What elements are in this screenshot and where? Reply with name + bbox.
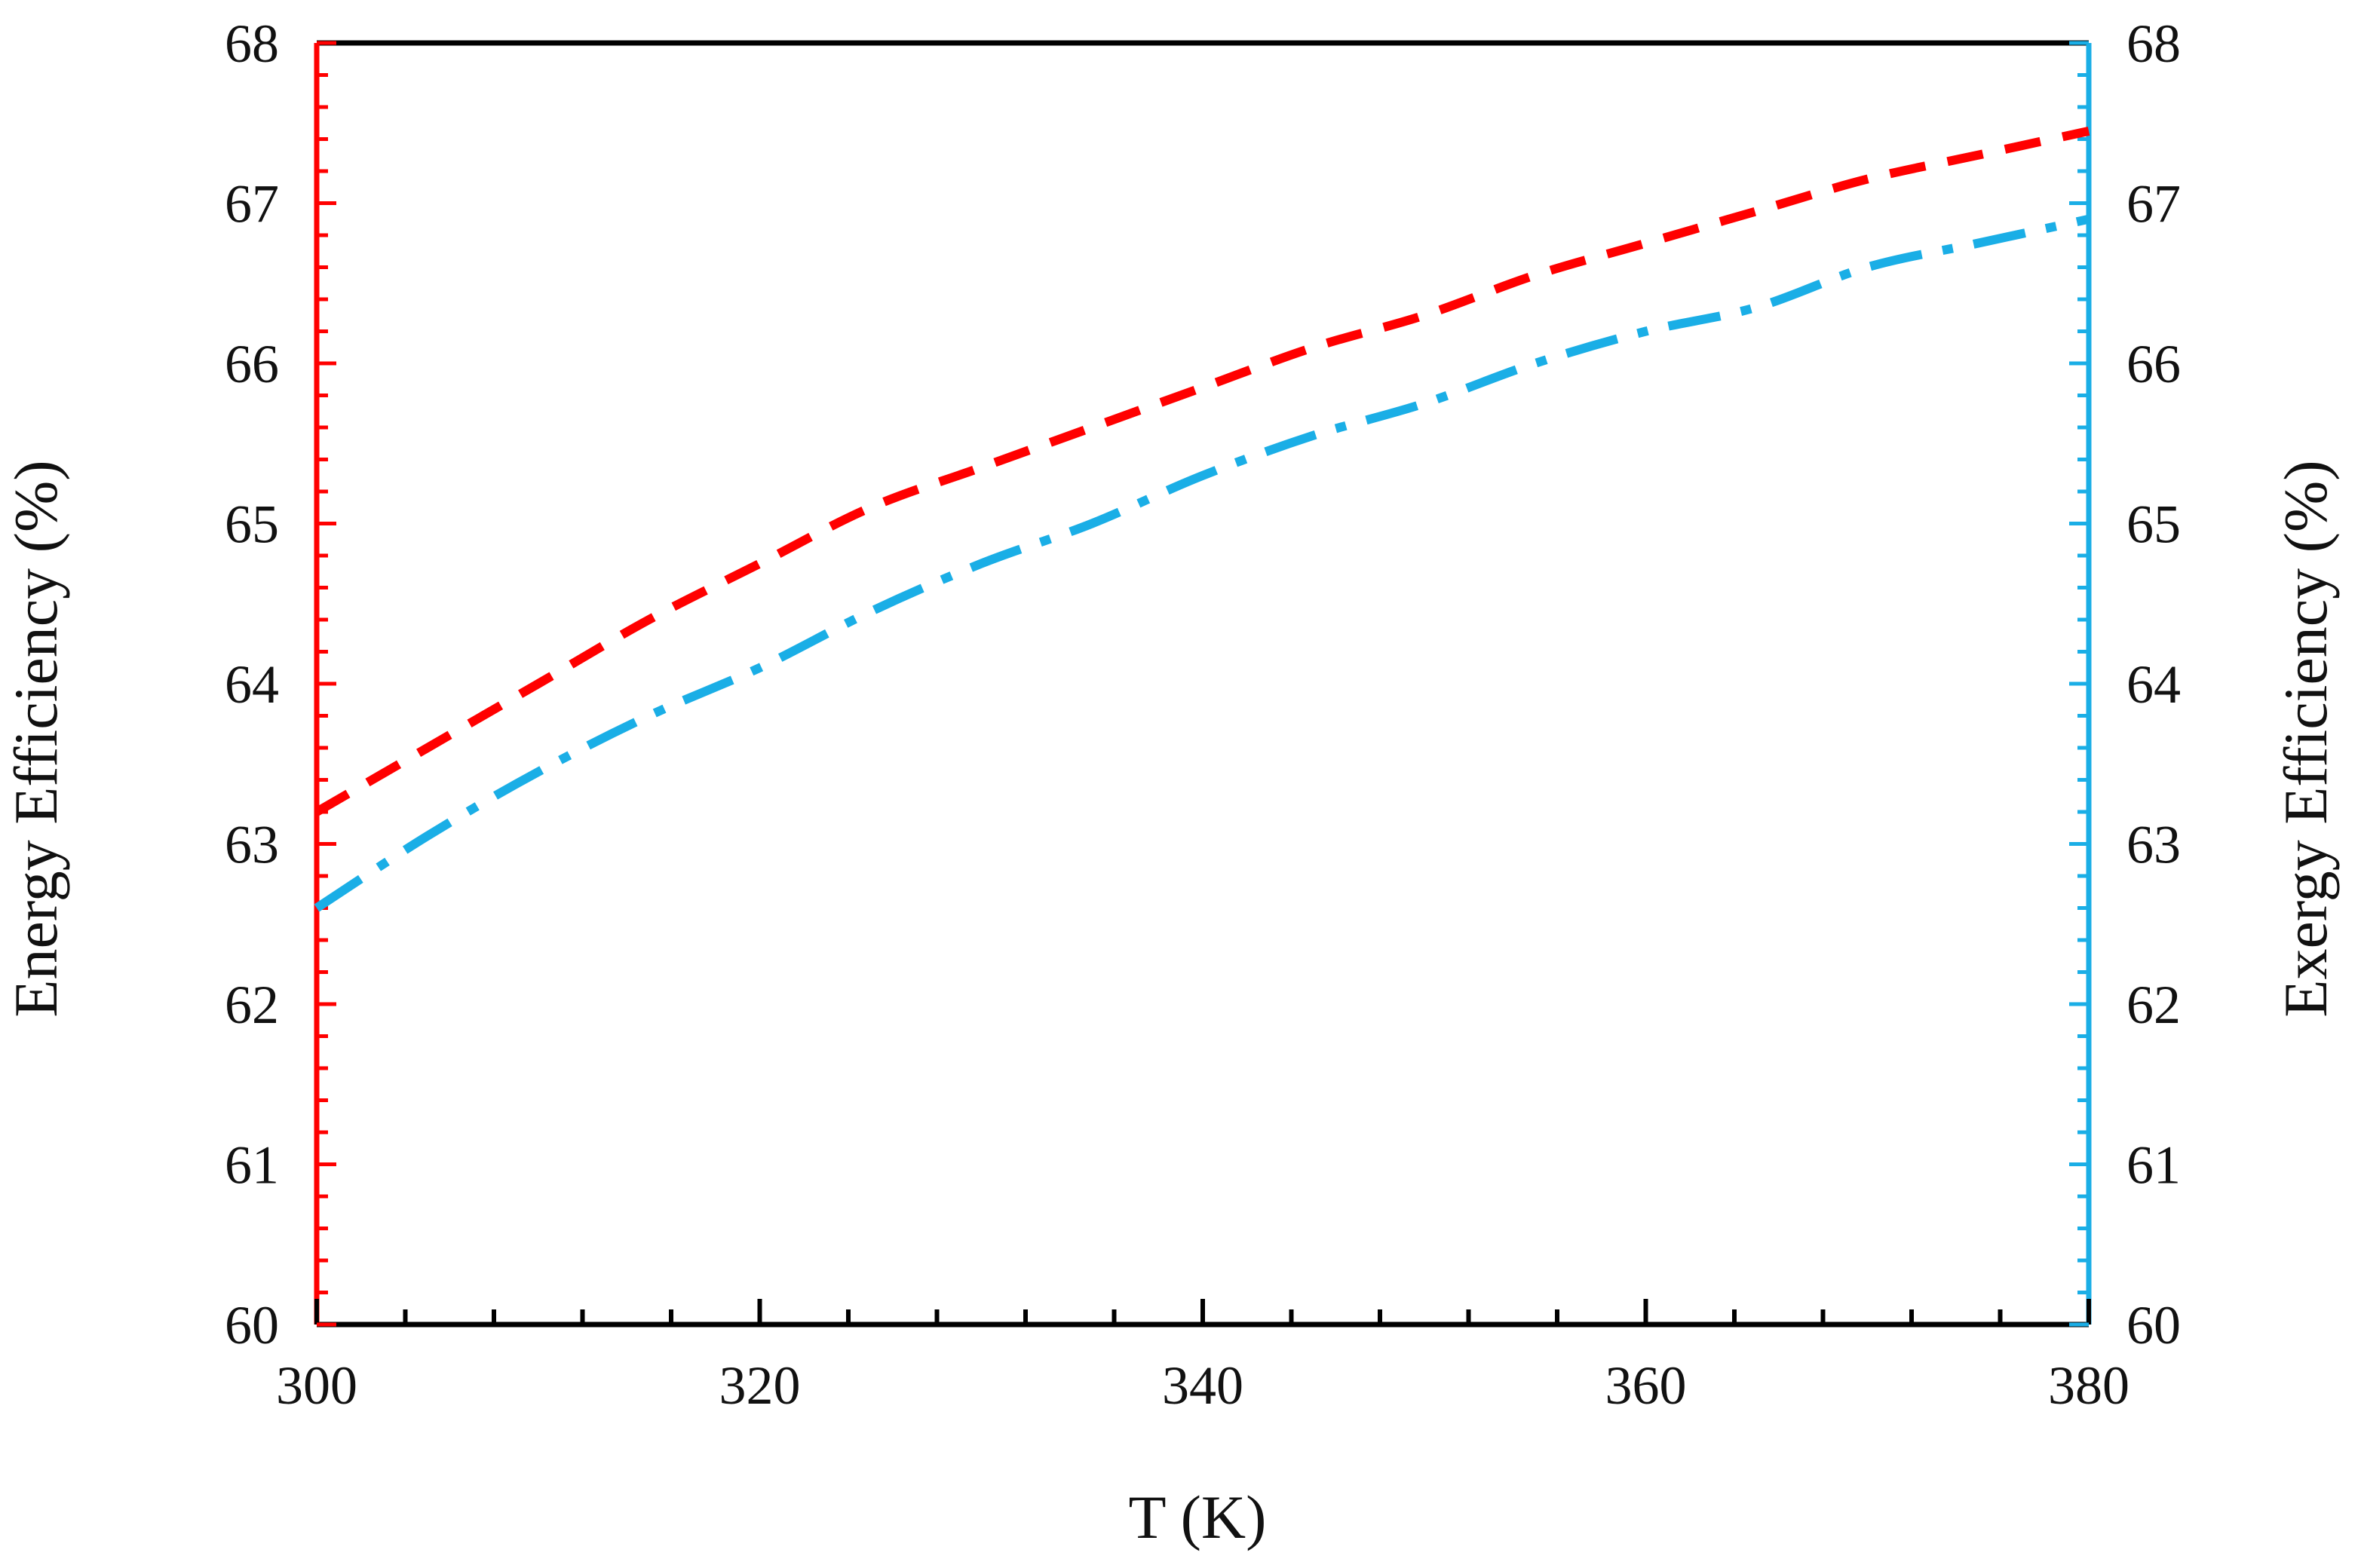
plot-frame [314,40,2092,1328]
x-axis-title: T (K) [1129,1483,1267,1551]
right-y-tick-label: 64 [2126,654,2181,715]
tick-marks [314,41,2091,1327]
series-lines [314,127,2090,912]
x-tick-label: 380 [2048,1355,2129,1416]
right-y-tick-label: 62 [2126,975,2181,1035]
right-y-tick-label: 66 [2126,334,2181,394]
x-tick-label: 340 [1162,1355,1243,1416]
right-y-tick-label: 68 [2126,14,2181,74]
x-tick-label: 300 [276,1355,357,1416]
left-y-tick-label: 68 [225,14,279,74]
tick-labels: 300 320 340 360 3806061626364656667686061626… [225,14,2181,1416]
left-y-tick-label: 65 [225,495,279,555]
left-y-tick-label: 63 [225,815,279,875]
left-y-tick-label: 62 [225,975,279,1035]
x-tick-label: 360 [1605,1355,1687,1416]
right-y-tick-label: 63 [2126,815,2181,875]
left-y-tick-label: 61 [225,1135,279,1196]
right-y-axis-title: Exergy Efficiency (%) [2271,460,2340,1017]
left-y-tick-label: 66 [225,334,279,394]
right-y-tick-label: 65 [2126,495,2181,555]
left-y-tick-label: 67 [225,174,279,234]
left-y-tick-label: 60 [225,1295,279,1355]
x-tick-label: 320 [719,1355,801,1416]
left-y-axis-title: Energy Efficiency (%) [2,460,70,1017]
right-y-tick-label: 67 [2126,174,2181,234]
right-y-tick-label: 60 [2126,1295,2181,1355]
energy-efficiency-series-line [314,127,2090,816]
exergy-efficiency-series-line [314,214,2090,912]
left-y-tick-label: 64 [225,654,279,715]
right-y-tick-label: 61 [2126,1135,2181,1196]
